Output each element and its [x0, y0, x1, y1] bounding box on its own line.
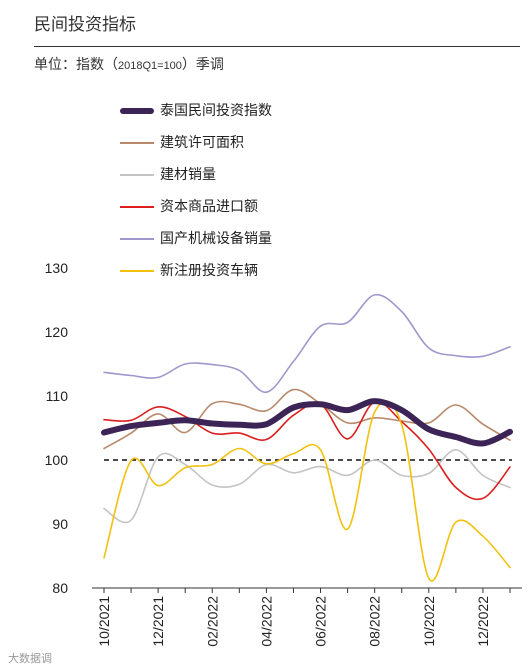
legend-label: 资本商品进口额 — [160, 198, 258, 214]
legend-item: 资本商品进口额 — [120, 196, 420, 216]
legend-label: 国产机械设备销量 — [160, 230, 272, 246]
legend-label: 新注册投资车辆 — [160, 262, 258, 278]
x-tick-label: 10/2021 — [96, 596, 112, 647]
watermark: 大数据调 — [8, 653, 52, 665]
x-tick-label: 06/2022 — [313, 596, 329, 647]
legend-swatch — [120, 108, 154, 114]
y-tick-label: 80 — [52, 580, 68, 596]
chart-title: 民间投资指标 — [34, 15, 136, 34]
series-line-4 — [103, 293, 511, 394]
subtitle-base: 2018Q1=100 — [118, 60, 182, 72]
legend-swatch — [120, 238, 154, 240]
x-tick-label: 02/2022 — [204, 596, 220, 647]
y-tick-label: 90 — [52, 516, 68, 532]
chart-subtitle: 单位：指数（2018Q1=100）季调 — [34, 54, 224, 74]
legend-swatch — [120, 174, 154, 176]
series-line-0 — [101, 398, 513, 447]
legend-item: 新注册投资车辆 — [120, 260, 420, 280]
legend-label: 泰国民间投资指数 — [160, 102, 272, 118]
y-tick-label: 110 — [46, 388, 69, 404]
legend-swatch — [120, 206, 154, 208]
x-tick-label: 10/2022 — [421, 596, 437, 647]
legend-item: 泰国民间投资指数 — [120, 100, 420, 120]
x-tick-label: 04/2022 — [258, 596, 274, 647]
title-rule — [34, 46, 520, 47]
x-tick-label: 08/2022 — [367, 596, 383, 647]
legend-label: 建筑许可面积 — [160, 134, 244, 150]
legend-item: 国产机械设备销量 — [120, 228, 420, 248]
y-tick-label: 100 — [45, 452, 69, 468]
x-axis: 10/2021 12/2021 02/2022 04/2022 06/2022 08/20… — [92, 587, 522, 647]
series-group — [101, 293, 513, 582]
y-tick-label: 130 — [45, 260, 69, 276]
legend-item: 建筑许可面积 — [120, 132, 420, 152]
x-tick-label: 12/2022 — [475, 596, 491, 647]
x-tick-label: 12/2021 — [150, 596, 166, 647]
subtitle-suffix: ）季调 — [181, 56, 224, 72]
y-axis: 80 90 100 110 120 130 — [45, 260, 69, 596]
legend-label: 建材销量 — [160, 166, 216, 182]
series-line-2 — [103, 448, 511, 524]
series-line-1 — [103, 388, 511, 450]
legend-item: 建材销量 — [120, 164, 420, 184]
y-tick-label: 120 — [45, 324, 69, 340]
subtitle-prefix: 单位：指数（ — [34, 56, 118, 72]
legend-swatch — [120, 270, 154, 272]
legend-swatch — [120, 142, 154, 144]
series-line-5 — [103, 400, 511, 582]
